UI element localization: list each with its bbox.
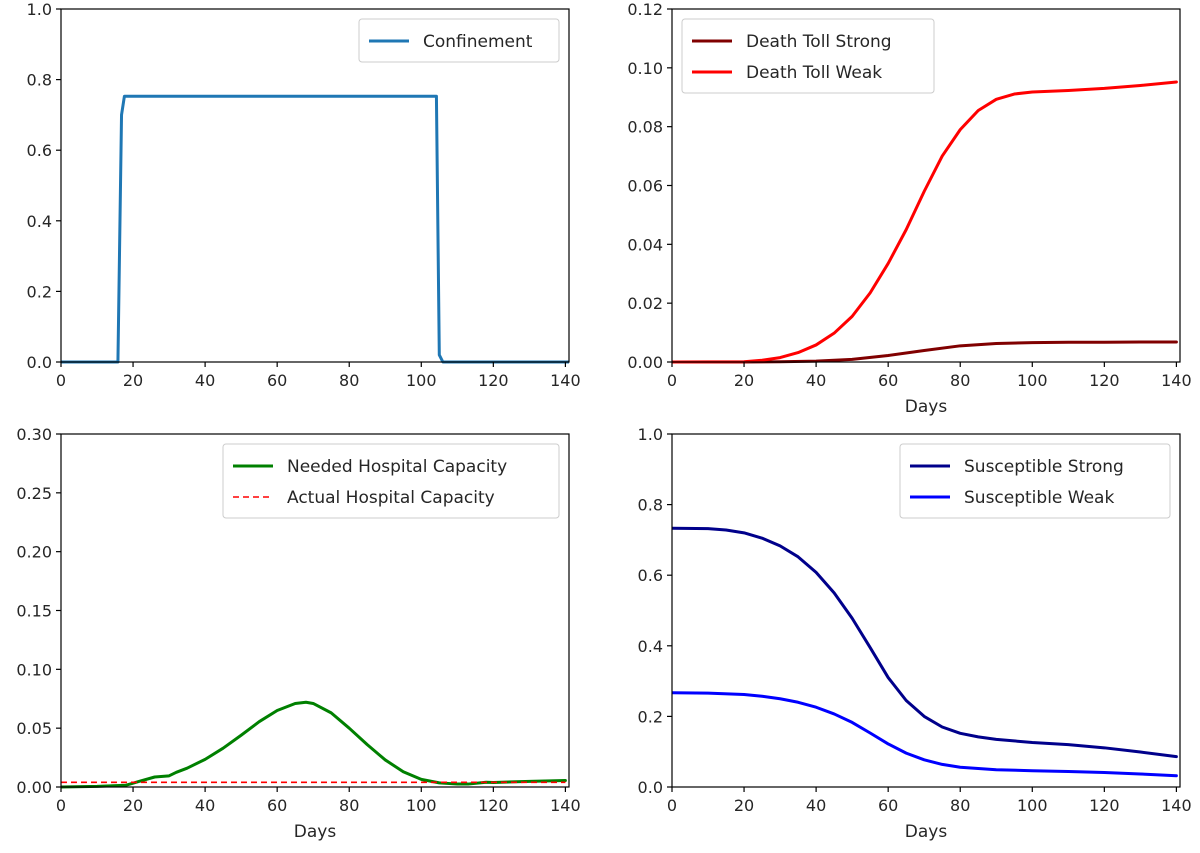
y-tick-label: 0.10 <box>16 660 52 679</box>
y-tick-label: 0.10 <box>627 59 663 78</box>
plot-area <box>61 700 567 789</box>
y-tick-label: 0.8 <box>27 71 52 90</box>
x-tick-label: 80 <box>339 371 359 390</box>
y-tick-label: 0.4 <box>27 212 52 231</box>
y-tick-label: 0.30 <box>16 425 52 444</box>
x-tick-label: 100 <box>406 371 437 390</box>
x-tick-label: 40 <box>806 796 826 815</box>
x-tick-label: 60 <box>267 796 287 815</box>
x-tick-label: 20 <box>123 371 143 390</box>
x-tick-label: 100 <box>406 796 437 815</box>
series-line-susceptible-weak <box>672 691 1178 778</box>
x-tick-label: 120 <box>478 796 509 815</box>
x-tick-label: 140 <box>550 371 581 390</box>
y-tick-label: 0.25 <box>16 484 52 503</box>
legend-box <box>681 18 935 94</box>
plot-area <box>672 526 1178 778</box>
y-tick-label: 0.2 <box>638 707 663 726</box>
x-tick-label: 100 <box>1017 371 1048 390</box>
x-tick-label: 80 <box>950 371 970 390</box>
axes-frame <box>671 433 1181 788</box>
y-tick-label: 1.0 <box>638 425 663 444</box>
x-tick-label: 140 <box>1161 796 1192 815</box>
x-tick-label: 80 <box>339 796 359 815</box>
x-tick-label: 0 <box>56 796 66 815</box>
x-tick-label: 100 <box>1017 796 1048 815</box>
legend: Susceptible Strong Susceptible Weak <box>899 443 1171 519</box>
series-line-confinement <box>61 94 569 364</box>
x-axis-label: Days <box>294 822 337 842</box>
x-tick-label: 20 <box>734 371 754 390</box>
legend-box <box>358 18 560 63</box>
panel-susceptible: 0 20 40 60 80 100 120 140 0.0 0.2 0.4 0.6 0.8 1.0 Days… <box>638 425 1192 842</box>
legend-box <box>222 443 560 519</box>
y-tick-label: 0.20 <box>16 543 52 562</box>
x-tick-label: 0 <box>56 371 66 390</box>
legend-label-needed-hospital-capacity: Needed Hospital Capacity <box>287 457 507 477</box>
x-tick-label: 60 <box>878 796 898 815</box>
x-tick-label: 40 <box>195 796 215 815</box>
y-tick-label: 0.12 <box>627 0 663 19</box>
x-tick-label: 120 <box>1089 371 1120 390</box>
legend-label-susceptible-weak: Susceptible Weak <box>964 488 1114 508</box>
y-tick-label: 0.4 <box>638 637 663 656</box>
y-tick-label: 0.00 <box>16 778 52 797</box>
x-tick-label: 60 <box>267 371 287 390</box>
panel-death-toll: 0 20 40 60 80 100 120 140 0.00 0.02 0.04 0.06 0.08 0.… <box>627 0 1191 417</box>
x-tick-label: 80 <box>950 796 970 815</box>
series-line-needed-hospital-capacity <box>61 700 567 789</box>
x-tick-label: 120 <box>1089 796 1120 815</box>
legend: Death Toll Strong Death Toll Weak <box>681 18 935 94</box>
x-tick-label: 20 <box>123 796 143 815</box>
x-tick-label: 40 <box>195 371 215 390</box>
y-tick-label: 0.04 <box>627 235 663 254</box>
y-tick-label: 0.06 <box>627 177 663 196</box>
x-axis-label: Days <box>905 397 948 417</box>
y-tick-label: 0.08 <box>627 118 663 137</box>
y-tick-label: 0.05 <box>16 719 52 738</box>
legend-label-susceptible-strong: Susceptible Strong <box>964 457 1124 477</box>
y-tick-label: 0.15 <box>16 602 52 621</box>
x-tick-label: 0 <box>667 796 677 815</box>
plot-area <box>672 80 1178 364</box>
y-tick-label: 0.8 <box>638 496 663 515</box>
legend-label-actual-hospital-capacity: Actual Hospital Capacity <box>287 488 495 508</box>
legend-box <box>899 443 1171 519</box>
legend-label-death-toll-weak: Death Toll Weak <box>746 63 882 83</box>
panel-hospital-capacity: 0 20 40 60 80 100 120 140 0.00 0.05 0.10 0.15 0.20 0.… <box>16 425 580 842</box>
series-line-death-toll-weak <box>672 80 1178 364</box>
legend: Confinement <box>358 18 560 63</box>
y-tick-label: 0.6 <box>27 141 52 160</box>
plot-area <box>61 94 569 364</box>
x-tick-label: 120 <box>478 371 509 390</box>
y-tick-label: 0.00 <box>627 353 663 372</box>
x-axis-label: Days <box>905 822 948 842</box>
x-tick-label: 0 <box>667 371 677 390</box>
y-tick-label: 0.0 <box>638 778 663 797</box>
y-tick-label: 0.6 <box>638 566 663 585</box>
axes-frame <box>60 8 570 363</box>
x-tick-label: 140 <box>1161 371 1192 390</box>
x-tick-label: 20 <box>734 796 754 815</box>
y-tick-label: 1.0 <box>27 0 52 19</box>
panel-confinement: 0 20 40 60 80 100 120 140 0.0 0.2 0.4 0.6 0.8 1.0 Conf… <box>27 0 581 390</box>
y-tick-label: 0.02 <box>627 294 663 313</box>
x-tick-label: 40 <box>806 371 826 390</box>
legend-label-confinement: Confinement <box>423 32 533 52</box>
series-line-susceptible-strong <box>672 526 1178 759</box>
y-tick-label: 0.0 <box>27 353 52 372</box>
y-tick-label: 0.2 <box>27 282 52 301</box>
legend: Needed Hospital Capacity Actual Hospital … <box>222 443 560 519</box>
x-tick-label: 140 <box>550 796 581 815</box>
series-line-death-toll-strong <box>672 340 1178 364</box>
x-tick-label: 60 <box>878 371 898 390</box>
legend-label-death-toll-strong: Death Toll Strong <box>746 32 892 52</box>
